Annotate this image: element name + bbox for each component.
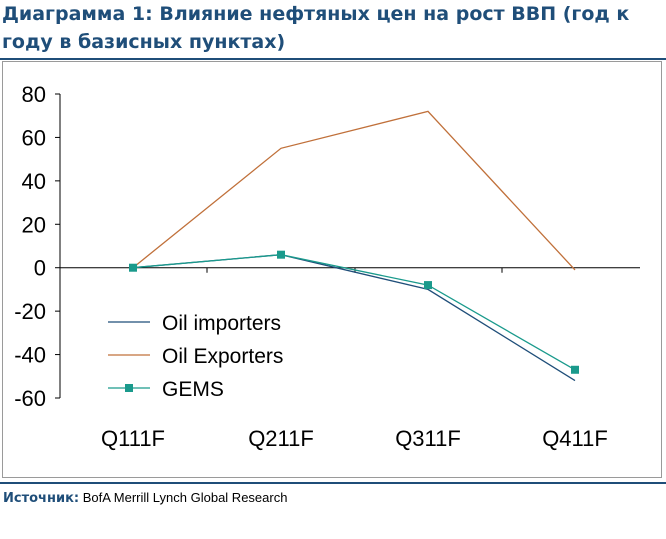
series-line-1 [132,110,576,271]
chart-frame [2,61,662,478]
y-tick-label: 80 [22,82,46,107]
x-tick-label: Q311F [395,426,461,451]
page-title: Диаграмма 1: Влияние нефтяных цен на рос… [2,3,630,53]
legend-label: Oil importers [162,312,281,335]
legend-marker [125,384,133,392]
y-tick-label: -40 [14,343,46,368]
title-divider [0,58,666,60]
source-label: Источник: [3,491,80,506]
source-note: Источник: BofA Merrill Lynch Global Rese… [3,490,287,506]
line-chart: 80 60 40 20 0 -20 -40 -60 Q111F Q211F Q311F Q411F Oi… [14,82,640,451]
y-tick-label: -60 [14,386,46,411]
y-tick-label: 60 [22,125,46,150]
series-point-2 [129,263,137,272]
y-tick-label: 40 [22,169,46,194]
x-tick-label: Q111F [101,426,165,451]
x-tick-label: Q211F [248,426,314,451]
y-tick-label: 0 [34,256,46,281]
series-point-2 [571,365,579,374]
legend-label: Oil Exporters [162,345,283,368]
legend-label: GEMS [162,378,224,401]
x-tick-label: Q411F [542,426,608,451]
source-text: BofA Merrill Lynch Global Research [82,490,288,505]
series-point-2 [424,281,432,290]
y-tick-label: 20 [22,212,46,237]
series-point-2 [277,250,285,259]
y-tick-label: -20 [14,299,46,324]
source-divider [0,482,666,484]
series-line-2 [132,254,576,371]
